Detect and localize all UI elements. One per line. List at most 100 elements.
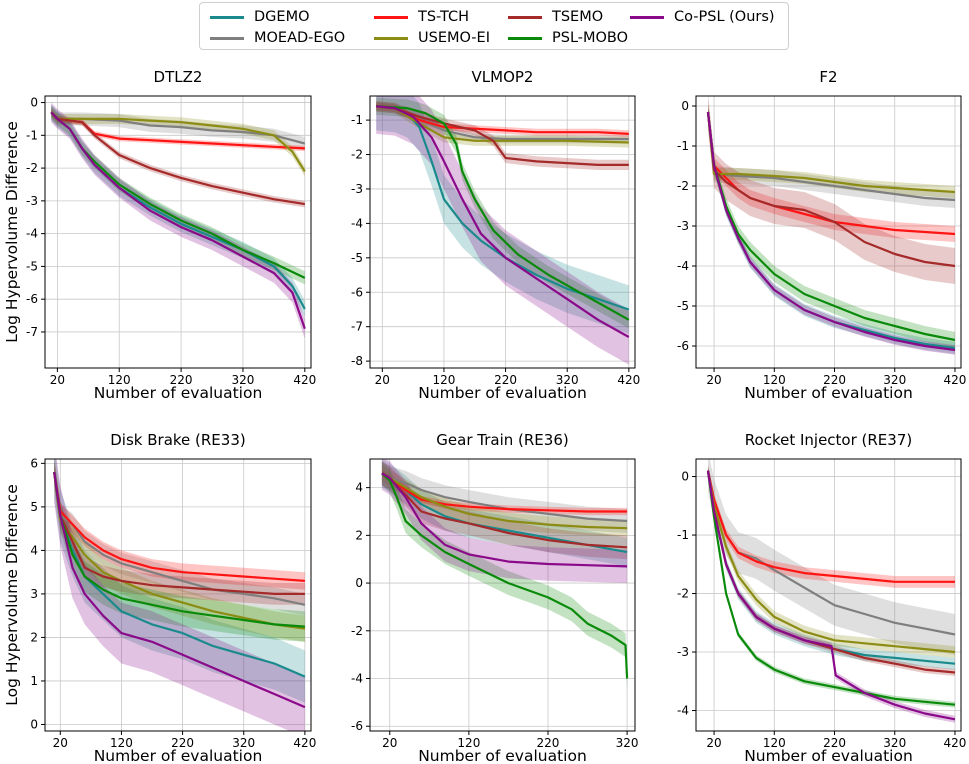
- y-tick-label: -4: [26, 227, 38, 241]
- x-tick-label: 320: [883, 736, 906, 750]
- plot-area: [381, 459, 629, 691]
- y-tick-label: -4: [351, 672, 363, 686]
- legend-label: TSEMO: [552, 9, 604, 25]
- line-usemo-ei: [53, 471, 306, 630]
- x-tick-label: 320: [232, 736, 255, 750]
- band-usemo-ei: [381, 465, 628, 537]
- legend-label: DGEMO: [254, 9, 310, 25]
- band-tsemo: [708, 467, 955, 676]
- legend: DGEMO MOEAD-EGO TS-TCH USEMO-EI TSEMO PS…: [199, 2, 789, 50]
- line-usemo-ei: [706, 470, 956, 654]
- y-tick-label: 0: [681, 470, 689, 484]
- x-tick-label: 120: [433, 373, 456, 387]
- x-tick-label: 220: [823, 373, 846, 387]
- legend-swatch: [210, 36, 244, 40]
- x-tick-label: 20: [50, 373, 65, 387]
- legend-label: PSL-MOBO: [552, 30, 629, 46]
- line-usemo-ei: [381, 472, 628, 530]
- band-tsemo: [54, 461, 305, 605]
- line-moead-ego: [381, 472, 628, 523]
- line-psl-mobo: [53, 471, 305, 628]
- band-psl-mobo: [708, 104, 955, 348]
- band-usemo-ei: [376, 101, 629, 148]
- legend-swatch: [210, 15, 244, 19]
- y-tick-label: 1: [30, 674, 38, 688]
- x-tick-label: 220: [170, 373, 193, 387]
- line-co-psl-ours: [50, 111, 306, 330]
- y-tick-label: -3: [351, 182, 363, 196]
- y-tick-label: 4: [355, 481, 363, 495]
- y-tick-label: 2: [355, 528, 363, 542]
- x-tick-label: 20: [706, 373, 721, 387]
- legend-label: TS-TCH: [418, 9, 469, 25]
- band-tsemo: [708, 96, 955, 284]
- y-tick-label: -2: [351, 148, 363, 162]
- axes-frame: [695, 95, 962, 369]
- legend-swatch: [508, 36, 542, 40]
- panel-re37: 20 120 220 320 420 -4 -3 -2 -1 0 Rocket Injector (…: [677, 431, 966, 764]
- panel-re33: 20 120 220 320 420 0 1 2 3 4 5 6 Disk Brake (RE33) Nu…: [3, 431, 316, 764]
- y-tick-label: -2: [677, 179, 689, 193]
- y-tick-label: -5: [26, 259, 38, 273]
- panel-vlmop2: 20 120 220 320 420 -8 -7 -6 -5 -4 -3 -2 -1 VLMOP2 Numb…: [351, 68, 640, 402]
- x-tick-label: 20: [382, 736, 397, 750]
- band-dgemo: [54, 459, 305, 703]
- band-co-psl-ours: [54, 459, 305, 731]
- x-tick-label: 320: [556, 373, 579, 387]
- line-psl-mobo: [381, 472, 629, 679]
- panel-re36: 20 120 220 320 -6 -4 -2 0 2 4 Gear Train (RE36) Num…: [351, 431, 639, 764]
- x-axis-label: Number of evaluation: [94, 747, 263, 764]
- x-tick-label: 20: [706, 736, 721, 750]
- y-tick-label: 0: [30, 717, 38, 731]
- plot-area: [376, 96, 630, 365]
- legend-item-usemo-ei: USEMO-EI: [374, 29, 490, 47]
- y-tick-label: -1: [351, 113, 363, 127]
- line-tsemo: [53, 471, 305, 595]
- y-axis-label: Log Hypervolume Difference: [3, 484, 21, 705]
- legend-swatch: [630, 15, 664, 19]
- panel-title: Gear Train (RE36): [436, 431, 568, 449]
- panel-title: DTLZ2: [154, 68, 203, 86]
- y-tick-label: -6: [677, 339, 689, 353]
- band-co-psl-ours: [51, 102, 305, 339]
- axes-frame: [44, 458, 312, 732]
- line-ts-tch: [53, 471, 305, 582]
- y-tick-label: -1: [677, 139, 689, 153]
- x-tick-label: 320: [616, 736, 639, 750]
- x-tick-label: 220: [494, 373, 517, 387]
- y-tick-label: -4: [677, 259, 689, 273]
- y-tick-label: -3: [677, 219, 689, 233]
- y-tick-label: -7: [26, 325, 38, 339]
- legend-swatch: [374, 36, 408, 40]
- panel-title: Disk Brake (RE33): [110, 431, 245, 449]
- y-tick-label: -2: [351, 624, 363, 638]
- legend-item-tsemo: TSEMO: [508, 8, 603, 26]
- legend-item-ts-tch: TS-TCH: [374, 8, 469, 26]
- x-tick-label: 20: [53, 736, 68, 750]
- y-tick-label: -6: [351, 719, 363, 733]
- legend-label: USEMO-EI: [418, 30, 490, 46]
- legend-item-co-psl: Co-PSL (Ours): [630, 8, 775, 26]
- line-co-psl-ours: [381, 472, 628, 568]
- legend-label: Co-PSL (Ours): [674, 9, 775, 25]
- x-tick-label: 220: [171, 736, 194, 750]
- x-axis-label: Number of evaluation: [744, 747, 913, 764]
- band-moead-ego: [708, 104, 955, 208]
- x-axis-label: Number of evaluation: [744, 384, 913, 402]
- band-tsemo: [381, 461, 628, 560]
- x-tick-label: 120: [108, 373, 131, 387]
- y-tick-label: 2: [30, 630, 38, 644]
- y-tick-label: 0: [30, 96, 38, 110]
- x-axis-label: Number of evaluation: [418, 747, 587, 764]
- y-tick-label: -6: [26, 292, 38, 306]
- plot-area: [50, 102, 306, 339]
- line-ts-tch: [706, 111, 956, 236]
- x-tick-label: 420: [944, 736, 967, 750]
- x-axis-label: Number of evaluation: [418, 384, 587, 402]
- line-co-psl-ours: [53, 471, 306, 709]
- plot-area: [706, 96, 956, 355]
- y-tick-label: -4: [351, 216, 363, 230]
- x-tick-label: 120: [110, 736, 133, 750]
- band-dgemo: [376, 96, 629, 334]
- plot-area: [706, 459, 956, 723]
